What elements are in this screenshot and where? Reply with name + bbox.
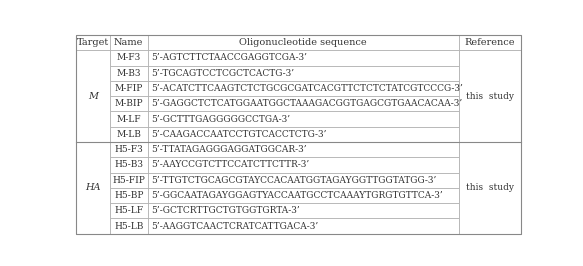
Bar xyxy=(76,142,110,234)
Bar xyxy=(76,111,110,127)
Text: M-F3: M-F3 xyxy=(117,53,141,63)
Bar xyxy=(147,203,459,218)
Text: this  study: this study xyxy=(466,92,514,101)
Text: 5’-TGCAGTCCTCGCTCACTG-3’: 5’-TGCAGTCCTCGCTCACTG-3’ xyxy=(151,69,294,78)
Bar xyxy=(110,203,147,218)
Bar xyxy=(76,173,110,188)
Text: H5-F3: H5-F3 xyxy=(114,145,143,154)
Bar xyxy=(76,50,110,142)
Bar xyxy=(147,218,459,234)
Text: 5’-AGTCTTCTAACCGAGGTCGA-3’: 5’-AGTCTTCTAACCGAGGTCGA-3’ xyxy=(151,53,307,63)
Bar xyxy=(147,127,459,142)
Text: M-FIP: M-FIP xyxy=(114,84,143,93)
Bar xyxy=(147,50,459,65)
Text: 5’-GAGGCTCTCATGGAATGGCTAAAGACGGTGAGCGTGAACACAA-3’: 5’-GAGGCTCTCATGGAATGGCTAAAGACGGTGAGCGTGA… xyxy=(151,99,462,108)
Bar xyxy=(76,65,110,81)
Text: this  study: this study xyxy=(466,183,514,192)
Bar xyxy=(147,96,459,111)
Text: H5-BP: H5-BP xyxy=(114,191,143,200)
Bar xyxy=(459,65,521,81)
Text: Target: Target xyxy=(77,38,109,47)
Bar xyxy=(110,218,147,234)
Bar xyxy=(147,65,459,81)
Bar xyxy=(459,203,521,218)
Bar xyxy=(459,157,521,173)
Text: 5’-GCTCRTTGCTGTGGTGRTA-3’: 5’-GCTCRTTGCTGTGGTGRTA-3’ xyxy=(151,206,300,215)
Bar xyxy=(459,218,521,234)
Bar xyxy=(110,173,147,188)
Text: 5’-ACATCTTCAAGTCTCTGCGCGATCACGTTCTCTCTATCGTCCCG-3’: 5’-ACATCTTCAAGTCTCTGCGCGATCACGTTCTCTCTAT… xyxy=(151,84,463,93)
Text: M-B3: M-B3 xyxy=(117,69,141,78)
Bar xyxy=(459,35,521,50)
Text: 5’-GCTTTGAGGGGGCCTGA-3’: 5’-GCTTTGAGGGGGCCTGA-3’ xyxy=(151,115,290,123)
Text: M-LB: M-LB xyxy=(116,130,141,139)
Bar xyxy=(110,157,147,173)
Bar xyxy=(110,96,147,111)
Bar xyxy=(76,127,110,142)
Text: 5’-GGCAATAGAYGGAGTYACCAATGCCTCAAAYTGRGTGTTCA-3’: 5’-GGCAATAGAYGGAGTYACCAATGCCTCAAAYTGRGTG… xyxy=(151,191,443,200)
Bar xyxy=(459,50,521,142)
Bar xyxy=(459,96,521,111)
Bar xyxy=(147,142,459,157)
Text: 5’-TTGTCTGCAGCGTAYCCACAATGGTAGAYGGTTGGTATGG-3’: 5’-TTGTCTGCAGCGTAYCCACAATGGTAGAYGGTTGGTA… xyxy=(151,176,437,185)
Bar xyxy=(76,50,110,65)
Bar xyxy=(459,111,521,127)
Bar xyxy=(76,157,110,173)
Bar xyxy=(147,157,459,173)
Bar xyxy=(76,188,110,203)
Bar xyxy=(459,173,521,188)
Text: 5’-AAGGTCAACTCRATCATTGACA-3’: 5’-AAGGTCAACTCRATCATTGACA-3’ xyxy=(151,222,318,231)
Bar xyxy=(110,111,147,127)
Text: Oligonucleotide sequence: Oligonucleotide sequence xyxy=(240,38,367,47)
Text: H5-LF: H5-LF xyxy=(114,206,143,215)
Bar xyxy=(147,173,459,188)
Bar xyxy=(147,35,459,50)
Text: 5’-AAYCCGTCTTCCATCTTCTTR-3’: 5’-AAYCCGTCTTCCATCTTCTTR-3’ xyxy=(151,160,310,169)
Text: H5-FIP: H5-FIP xyxy=(113,176,145,185)
Bar xyxy=(110,35,147,50)
Bar xyxy=(459,127,521,142)
Bar xyxy=(110,65,147,81)
Bar xyxy=(110,142,147,157)
Bar xyxy=(76,96,110,111)
Bar xyxy=(459,142,521,234)
Bar xyxy=(110,50,147,65)
Text: Reference: Reference xyxy=(465,38,515,47)
Bar xyxy=(110,127,147,142)
Bar xyxy=(459,142,521,157)
Text: M-LF: M-LF xyxy=(117,115,141,123)
Bar xyxy=(459,188,521,203)
Text: HA: HA xyxy=(86,183,101,192)
Text: H5-B3: H5-B3 xyxy=(114,160,143,169)
Bar xyxy=(147,81,459,96)
Text: 5’-TTATAGAGGGAGGATGGCAR-3’: 5’-TTATAGAGGGAGGATGGCAR-3’ xyxy=(151,145,307,154)
Text: M: M xyxy=(88,92,98,101)
Bar xyxy=(76,81,110,96)
Bar xyxy=(76,35,110,50)
Bar xyxy=(76,218,110,234)
Bar xyxy=(459,50,521,65)
Bar xyxy=(110,81,147,96)
Text: 5’-CAAGACCAATCCTGTCACCTCTG-3’: 5’-CAAGACCAATCCTGTCACCTCTG-3’ xyxy=(151,130,326,139)
Text: M-BIP: M-BIP xyxy=(114,99,143,108)
Bar xyxy=(110,188,147,203)
Bar xyxy=(76,142,110,157)
Text: H5-LB: H5-LB xyxy=(114,222,143,231)
Bar xyxy=(76,203,110,218)
Bar xyxy=(147,111,459,127)
Text: Name: Name xyxy=(114,38,143,47)
Bar xyxy=(459,81,521,96)
Bar xyxy=(147,188,459,203)
